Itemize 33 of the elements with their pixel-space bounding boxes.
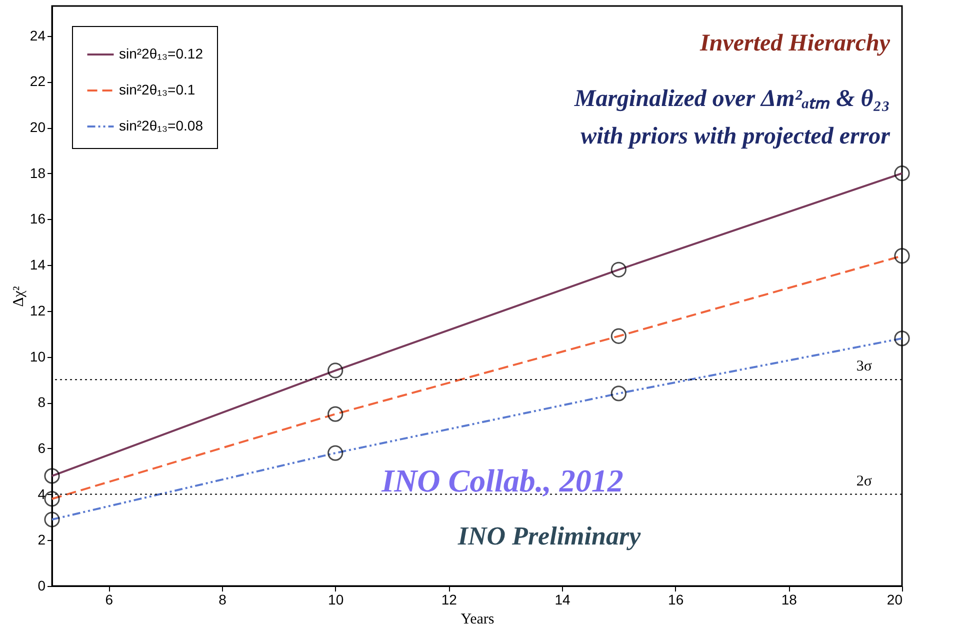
y-tick-label: 12: [30, 302, 46, 318]
legend-label: sin²2θ₁₃=0.12: [119, 46, 204, 62]
legend-label: sin²2θ₁₃=0.1: [119, 82, 196, 98]
y-tick-label: 24: [30, 27, 46, 44]
ref-line-label: 3σ: [856, 358, 872, 375]
y-tick-label: 8: [38, 394, 46, 410]
legend-label: sin²2θ₁₃=0.08: [119, 118, 204, 134]
y-tick-label: 0: [38, 578, 46, 594]
y-tick-label: 6: [38, 440, 46, 456]
x-tick-label: 8: [218, 592, 227, 608]
annotation: with priors with projected error: [580, 124, 891, 150]
y-tick-label: 10: [30, 348, 46, 364]
y-tick-label: 4: [38, 486, 46, 502]
annotation: Marginalized over Δm²ₐₜₘ & θ₂₃: [573, 86, 890, 112]
y-tick-label: 2: [38, 532, 46, 548]
x-tick-label: 16: [668, 592, 684, 608]
y-tick-label: 18: [30, 164, 46, 181]
y-tick-label: 14: [30, 256, 46, 273]
y-axis-title: Δχ²: [10, 286, 27, 307]
x-tick-label: 6: [105, 592, 114, 608]
x-axis-title: Years: [460, 612, 494, 628]
ref-line-label: 2σ: [856, 473, 872, 490]
y-tick-label: 22: [30, 73, 46, 90]
x-tick-label: 12: [441, 592, 458, 608]
y-tick-label: 20: [30, 119, 46, 135]
x-tick-label: 10: [328, 592, 344, 608]
y-tick-label: 16: [30, 210, 46, 227]
x-tick-label: 18: [781, 592, 798, 608]
x-tick-label: 20: [886, 592, 903, 608]
annotation: Inverted Hierarchy: [699, 30, 890, 57]
annotation: INO Preliminary: [456, 522, 642, 551]
annotation: INO Collab., 2012: [380, 462, 624, 499]
x-tick-label: 14: [554, 592, 570, 608]
